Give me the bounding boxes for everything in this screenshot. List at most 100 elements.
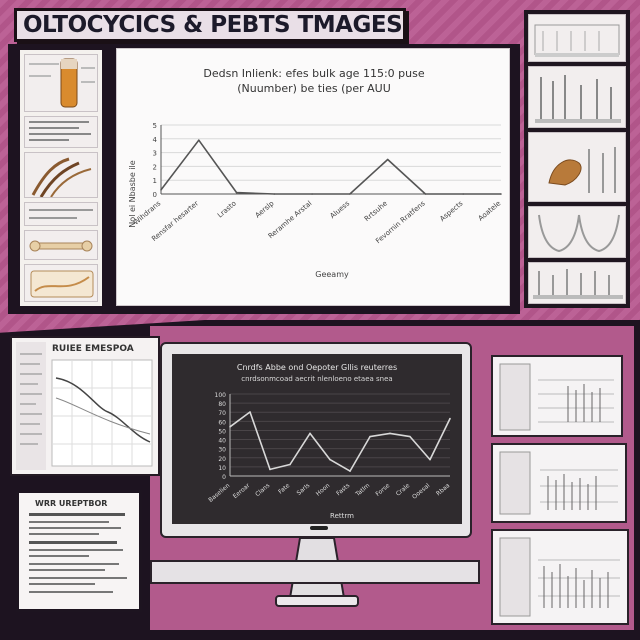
thumbnail-rack-bottom[interactable]	[528, 262, 626, 304]
y-tick-label: 0	[153, 191, 157, 199]
monitor-x-tick-labels: Baselien Eeroar Clans Fate Sarls Hoon Fasts Tat…	[207, 482, 451, 504]
text-lines-icon	[29, 121, 91, 141]
monitor-desk-bar	[150, 560, 480, 584]
data-point	[449, 417, 451, 420]
thumbnail-device[interactable]	[24, 264, 98, 302]
y-tick-label: 2	[153, 163, 157, 171]
chart-title-line-1: Dedsn Inlienk: efes bulk age 115:0 puse	[203, 67, 424, 80]
y-tick-label: 0	[222, 474, 226, 481]
data-point	[273, 193, 276, 195]
y-tick-label: 50	[218, 428, 226, 435]
y-tick-label: 80	[218, 401, 226, 408]
x-tick-label: Forse	[374, 482, 391, 498]
monitor-x-axis-label: Rettrm	[330, 512, 354, 520]
specimen-icon	[548, 147, 616, 193]
monitor-chart-title-line-1: Cnrdfs Abbe ond Oepoter Gllis reuterres	[237, 363, 397, 372]
equipment-rack-icon	[533, 269, 623, 299]
monitor-chart-gridlines	[229, 393, 450, 477]
data-point	[389, 432, 391, 435]
small-document-card-b[interactable]: WRR UREPTBOR	[16, 490, 142, 612]
y-tick-label: 1	[153, 177, 157, 185]
y-tick-label: 100	[215, 392, 227, 399]
data-point	[424, 193, 427, 195]
data-point	[500, 193, 502, 195]
data-point	[429, 458, 431, 461]
document-lines-icon	[29, 513, 127, 593]
chart-series	[160, 139, 502, 195]
monitor-power-indicator	[310, 526, 328, 530]
y-axis-label: Nol ei Nbasbe ile	[128, 160, 137, 227]
y-tick-label: 4	[153, 136, 158, 144]
device-illustration-icon	[30, 270, 94, 298]
data-point	[329, 458, 331, 461]
data-point	[197, 139, 200, 141]
data-point	[369, 435, 371, 438]
monitor-chart-series	[229, 411, 451, 472]
data-point	[349, 470, 351, 472]
thumbnail-hair-sample[interactable]	[24, 152, 98, 198]
small-card-a-header: RUIEE EMESPOA	[52, 344, 134, 354]
x-tick-label: Rbaa	[435, 482, 451, 497]
y-tick-label: 60	[218, 419, 226, 426]
x-tick-label: Lrasto	[216, 199, 238, 219]
small-card-a-plot	[16, 342, 153, 470]
data-point	[409, 435, 411, 438]
data-point	[229, 426, 231, 428]
thumbnail-brackets[interactable]	[528, 206, 626, 258]
thumbnail-vial[interactable]	[24, 54, 98, 112]
data-point	[386, 158, 389, 161]
top-chart-card: Dedsn Inlienk: efes bulk age 115:0 puse …	[116, 48, 510, 306]
thumbnail-tubes[interactable]	[528, 66, 626, 128]
y-tick-label: 5	[153, 122, 157, 130]
bone-illustration-icon	[29, 240, 93, 252]
monitor-line-chart: Cnrdfs Abbe ond Oepoter Gllis reuterres …	[207, 363, 451, 520]
data-point	[311, 193, 313, 195]
x-tick-label: Fasts	[335, 482, 351, 497]
thumbnail-rack-top[interactable]	[528, 14, 626, 62]
x-axis-label: Geeamy	[315, 270, 349, 279]
small-chart-card-a[interactable]: RUIEE EMESPOA	[10, 336, 160, 476]
y-tick-label: 10	[218, 465, 226, 472]
y-tick-labels: 5 4 3 2 1 0	[153, 122, 158, 199]
thumbnail-strip-text[interactable]	[24, 202, 98, 226]
data-point	[160, 189, 162, 191]
thumbnail-bone[interactable]	[24, 230, 98, 260]
x-tick-label: Tatlm	[354, 482, 372, 499]
series-line	[229, 411, 451, 472]
right-thumbnail-strip	[524, 10, 630, 308]
x-tick-label: Aspects	[438, 199, 464, 223]
x-tick-label: Aluess	[329, 199, 352, 220]
x-tick-label: Fate	[277, 482, 291, 496]
x-tick-label: Aerslp	[254, 199, 276, 220]
monitor-display: Cnrdfs Abbe ond Oepoter Gllis reuterres …	[160, 342, 472, 538]
text-lines-icon	[29, 209, 93, 219]
vial-illustration-icon	[29, 58, 95, 108]
brackets-icon	[538, 214, 620, 253]
data-point	[462, 193, 465, 195]
monitor-screen[interactable]: Cnrdfs Abbe ond Oepoter Gllis reuterres …	[172, 354, 462, 524]
y-tick-label: 40	[218, 438, 226, 445]
top-line-chart: Dedsn Inlienk: efes bulk age 115:0 puse …	[128, 67, 502, 279]
equipment-rack-icon	[534, 24, 620, 57]
chart-title-line-2: (Nuumber) be ties (per AUU	[237, 82, 391, 95]
page-title: OLTOCYCICS & PEBTS TMAGES	[23, 12, 403, 38]
series-line	[160, 139, 501, 195]
thumbnail-text-lines[interactable]	[24, 116, 98, 148]
y-tick-label: 20	[218, 456, 226, 463]
data-point	[269, 468, 271, 471]
data-point	[309, 432, 311, 435]
data-point	[289, 463, 291, 466]
x-tick-label: Sarls	[295, 482, 311, 497]
thumbnail-specimen[interactable]	[528, 132, 626, 202]
y-tick-label: 30	[218, 447, 226, 454]
document-sheet-2	[491, 443, 627, 523]
monitor-chart-title-line-2: cnrdsonmcoad aecrit nlenloeno etaea snea	[241, 375, 392, 383]
y-tick-label: 70	[218, 410, 226, 417]
x-tick-label: Hoon	[315, 482, 332, 498]
stacked-documents-illustration	[491, 355, 629, 625]
x-tick-label: Eeroar	[232, 482, 252, 500]
hair-sample-icon	[31, 157, 92, 197]
x-tick-label: Baselien	[207, 482, 231, 504]
